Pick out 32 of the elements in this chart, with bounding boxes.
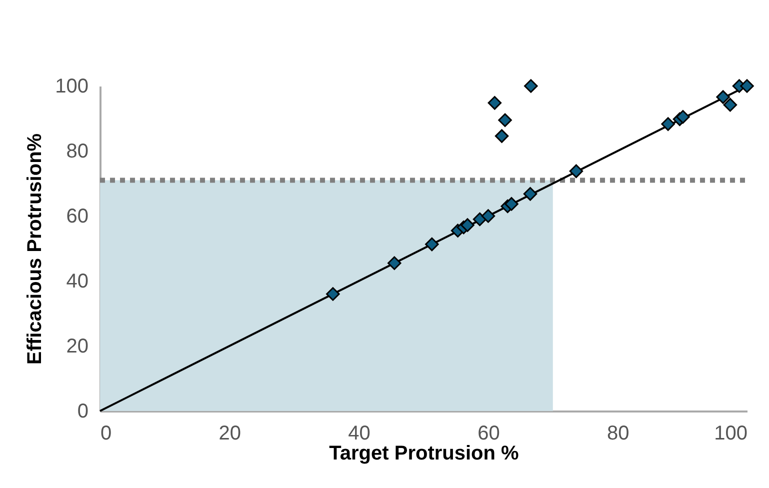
point [425,237,439,252]
point [460,218,474,232]
y-axis-title: Efficacious Protrusion% [24,133,46,365]
point [523,187,538,201]
x-tick-label: 0 [100,422,112,444]
point [723,98,738,112]
y-tick-label: 0 [77,400,88,422]
point [661,117,675,131]
y-tick-label: 20 [66,336,88,358]
y-tick-label: 100 [55,76,88,98]
point [740,79,754,93]
x-tick-label: 80 [606,422,630,444]
point [716,90,730,104]
point [524,79,538,93]
point [326,287,340,301]
y-tick-label: 80 [66,140,88,162]
x-tick-label: 20 [218,422,242,444]
point [488,96,502,110]
x-axis-title: Target Protrusion % [329,442,520,464]
point [472,212,487,226]
point [676,110,690,124]
point [498,113,512,127]
point [481,209,496,223]
point [494,129,509,143]
y-tick-label: 60 [66,206,88,228]
y-tick-label: 40 [66,270,88,292]
x-tick-label: 40 [348,422,370,444]
point [504,197,518,211]
x-tick-label: 100 [714,422,748,444]
point [388,256,402,270]
point [569,164,584,178]
x-tick-label: 60 [478,422,500,444]
